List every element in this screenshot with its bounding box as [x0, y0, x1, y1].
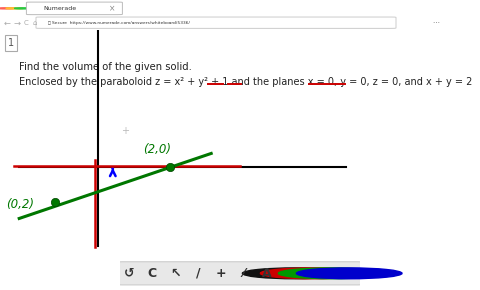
Circle shape — [278, 268, 384, 279]
Circle shape — [0, 8, 14, 9]
Text: +: + — [216, 267, 226, 280]
Text: A: A — [262, 267, 271, 280]
Text: C: C — [148, 267, 157, 280]
Text: ⋯: ⋯ — [432, 20, 439, 26]
Text: ←: ← — [3, 19, 11, 28]
Text: ↖: ↖ — [170, 267, 180, 280]
Text: Numerade: Numerade — [43, 6, 76, 11]
Circle shape — [242, 268, 348, 279]
FancyBboxPatch shape — [36, 17, 396, 28]
Text: Find the volume of the given solid.: Find the volume of the given solid. — [19, 62, 192, 72]
Text: 🔒 Secure  https://www.numerade.com/answers/whiteboard/5336/: 🔒 Secure https://www.numerade.com/answer… — [48, 21, 190, 25]
Text: /: / — [196, 267, 200, 280]
Text: ⁄: ⁄ — [242, 267, 245, 280]
Text: ↺: ↺ — [124, 267, 135, 280]
FancyBboxPatch shape — [26, 2, 122, 14]
Text: +: + — [121, 126, 129, 136]
Text: ×: × — [108, 4, 115, 13]
Circle shape — [6, 8, 23, 9]
Text: (2,0): (2,0) — [144, 143, 171, 156]
Text: 1: 1 — [8, 38, 13, 48]
Circle shape — [260, 268, 366, 279]
Text: Enclosed by the paraboloid z = x² + y² + 1 and the planes x = 0, y = 0, z = 0, a: Enclosed by the paraboloid z = x² + y² +… — [19, 77, 473, 87]
Text: →: → — [13, 19, 21, 28]
Text: ⌂: ⌂ — [33, 20, 37, 26]
Circle shape — [14, 8, 32, 9]
Text: (0,2): (0,2) — [7, 198, 35, 211]
Circle shape — [296, 268, 402, 279]
FancyBboxPatch shape — [118, 262, 362, 285]
Text: C: C — [24, 20, 29, 26]
